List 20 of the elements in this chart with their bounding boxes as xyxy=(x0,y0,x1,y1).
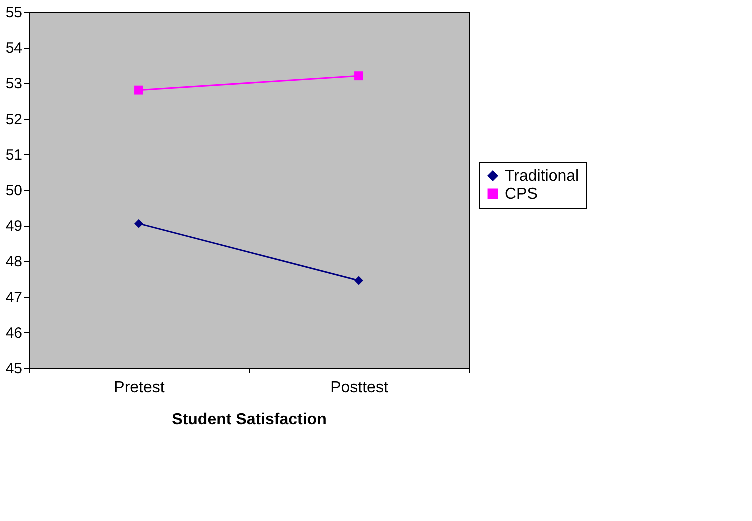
y-tick-label: 48 xyxy=(6,254,22,271)
x-tick-label: Pretest xyxy=(114,380,166,396)
point xyxy=(354,72,364,81)
y-tick-label: 45 xyxy=(6,360,22,378)
point xyxy=(354,276,364,286)
y-tick-label: 50 xyxy=(6,182,22,200)
x-tick-label: Posttest xyxy=(330,380,389,396)
y-tick-label: 46 xyxy=(6,324,22,342)
y-tick-label: 55 xyxy=(6,4,22,22)
point xyxy=(134,219,144,228)
y-tick-label: 49 xyxy=(6,218,22,236)
y-tick-label: 51 xyxy=(6,146,22,164)
point xyxy=(134,86,144,95)
x-axis-title: Student Satisfaction xyxy=(172,412,327,428)
y-tick-label: 47 xyxy=(6,289,22,306)
y-tick-label: 52 xyxy=(6,111,22,128)
legend-label: Traditional xyxy=(505,168,580,185)
legend-label: CPS xyxy=(505,186,538,203)
y-tick-label: 53 xyxy=(6,76,22,93)
y-tick-label: 54 xyxy=(6,40,22,58)
